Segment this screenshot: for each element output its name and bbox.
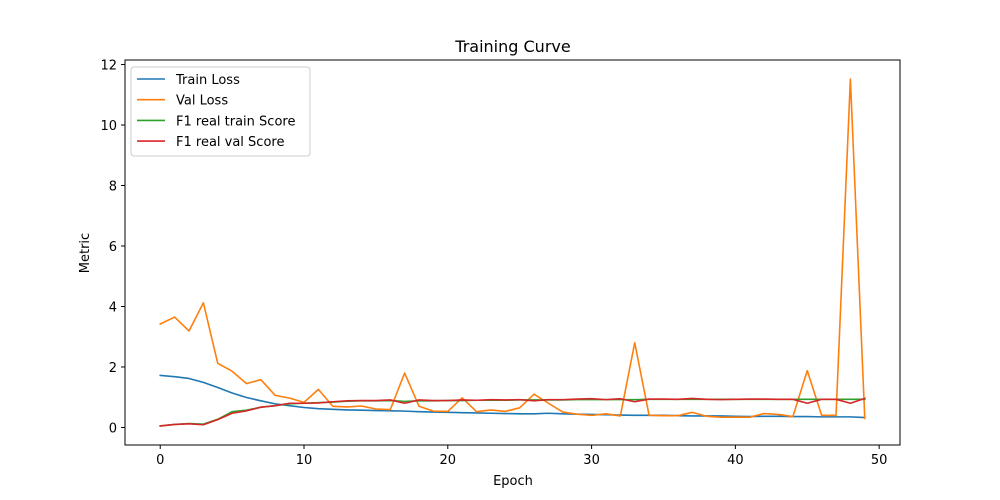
legend-label: F1 real val Score (176, 135, 284, 150)
y-tick-label: 12 (100, 59, 117, 74)
legend-label: Val Loss (176, 94, 228, 109)
x-tick-label: 0 (156, 453, 164, 468)
legend-label: F1 real train Score (176, 114, 295, 129)
y-tick-label: 2 (109, 361, 117, 376)
x-tick-label: 30 (583, 453, 600, 468)
x-tick-label: 10 (296, 453, 313, 468)
y-axis-label: Metric (78, 233, 93, 273)
legend-label: Train Loss (175, 73, 240, 88)
chart-title: Training Curve (454, 37, 570, 56)
x-tick-label: 20 (440, 453, 457, 468)
y-tick-label: 8 (109, 180, 117, 195)
series-line-4 (159, 397, 866, 427)
series-line-2 (159, 78, 866, 420)
x-axis: 0 10 20 30 40 50 (156, 445, 887, 468)
series-lines (159, 78, 866, 427)
legend: Train Loss Val Loss F1 real train Score F1 … (130, 66, 311, 157)
x-tick-label: 40 (727, 453, 744, 468)
y-tick-label: 6 (109, 240, 117, 255)
y-tick-label: 10 (100, 119, 117, 134)
y-axis: 0 2 4 6 8 10 12 (100, 59, 125, 436)
y-tick-label: 0 (109, 421, 117, 436)
x-tick-label: 50 (871, 453, 888, 468)
legend-box (130, 66, 311, 157)
x-axis-label: Epoch (493, 474, 533, 489)
y-tick-label: 4 (109, 300, 117, 315)
